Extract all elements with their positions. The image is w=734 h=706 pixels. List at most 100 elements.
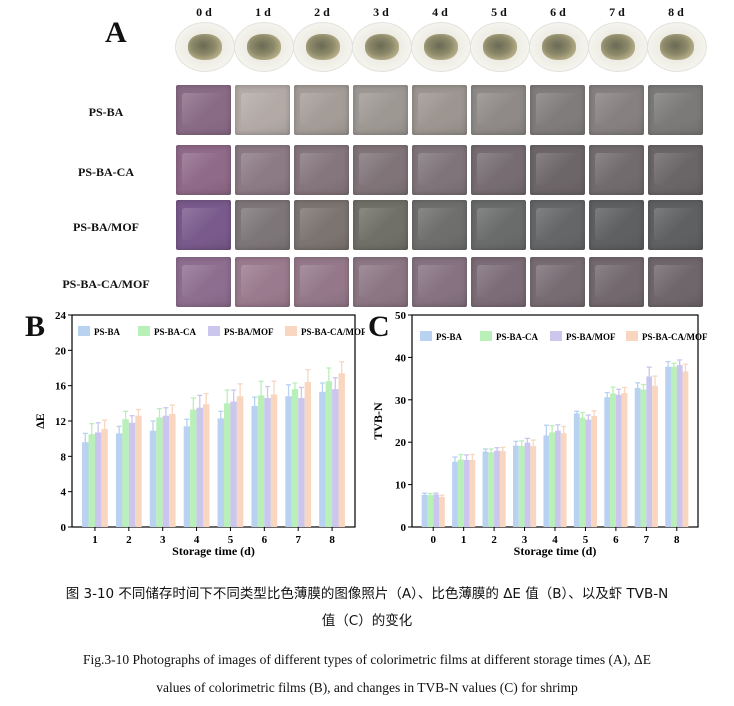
y-tick-label: 20 bbox=[55, 345, 67, 357]
film-photo bbox=[648, 257, 703, 307]
bar bbox=[652, 385, 658, 527]
film-photo bbox=[530, 85, 585, 135]
film-photo bbox=[353, 85, 408, 135]
film-photo bbox=[530, 200, 585, 250]
x-tick-label: 2 bbox=[491, 534, 497, 546]
bar bbox=[332, 389, 339, 527]
y-tick-label: 50 bbox=[395, 310, 407, 322]
legend-swatch bbox=[208, 326, 220, 336]
film-photo bbox=[589, 85, 644, 135]
bar bbox=[640, 389, 647, 527]
bar bbox=[88, 434, 95, 527]
x-tick-label: 4 bbox=[194, 534, 200, 546]
film-photo bbox=[235, 85, 290, 135]
legend-swatch bbox=[138, 326, 150, 336]
shrimp-image bbox=[306, 34, 340, 60]
bar bbox=[196, 407, 203, 527]
legend-swatch bbox=[78, 326, 90, 336]
day-label: 8 d bbox=[668, 5, 684, 19]
bar bbox=[524, 442, 531, 527]
plot-frame bbox=[71, 314, 356, 528]
film-photo bbox=[294, 200, 349, 250]
legend-label: PS-BA/MOF bbox=[224, 327, 274, 337]
bar bbox=[634, 387, 641, 527]
bar bbox=[135, 415, 142, 527]
bar bbox=[555, 430, 561, 527]
bar bbox=[101, 428, 108, 527]
bar bbox=[236, 396, 244, 527]
legend-label: PS-BA-CA bbox=[496, 332, 538, 342]
bar bbox=[457, 459, 464, 527]
shrimp-photo bbox=[352, 22, 412, 72]
shrimp-image bbox=[365, 34, 399, 60]
bar bbox=[463, 460, 470, 527]
x-tick-label: 7 bbox=[644, 534, 650, 546]
x-tick-label: 1 bbox=[461, 534, 467, 546]
film-photo bbox=[589, 257, 644, 307]
bar bbox=[319, 391, 326, 527]
y-tick-label: 24 bbox=[55, 310, 67, 322]
bar bbox=[488, 452, 495, 527]
bar bbox=[530, 446, 537, 527]
film-photo bbox=[648, 200, 703, 250]
film-photo bbox=[648, 85, 703, 135]
day-label: 6 d bbox=[550, 5, 566, 19]
film-row-label: PS-BA-CA bbox=[78, 165, 134, 179]
shrimp-image bbox=[483, 34, 517, 60]
film-photo bbox=[235, 145, 290, 195]
bar bbox=[224, 403, 231, 527]
day-label: 2 d bbox=[314, 5, 330, 19]
bar bbox=[604, 397, 611, 527]
film-photo bbox=[471, 257, 526, 307]
legend-swatch bbox=[285, 326, 297, 336]
bar bbox=[646, 376, 653, 527]
bar bbox=[183, 426, 191, 527]
panel-c-letter: C bbox=[368, 310, 390, 343]
bar bbox=[615, 394, 622, 527]
bar bbox=[560, 433, 567, 527]
x-tick-label: 3 bbox=[160, 534, 166, 546]
bar bbox=[128, 422, 136, 527]
bar bbox=[251, 405, 258, 527]
film-photo bbox=[176, 200, 231, 250]
bar bbox=[82, 442, 89, 527]
film-row-label: PS-BA/MOF bbox=[73, 220, 139, 234]
bar bbox=[264, 398, 271, 527]
y-tick-label: 16 bbox=[55, 381, 67, 393]
shrimp-photo bbox=[588, 22, 648, 72]
bar bbox=[427, 495, 434, 527]
bar bbox=[469, 460, 476, 527]
film-row-label: PS-BA-CA/MOF bbox=[62, 277, 150, 291]
x-tick-label: 2 bbox=[126, 534, 132, 546]
y-tick-label: 30 bbox=[395, 395, 407, 407]
film-photo bbox=[353, 145, 408, 195]
y-tick-label: 12 bbox=[55, 416, 67, 428]
bar bbox=[676, 365, 683, 527]
caption-en-line1: Fig.3-10 Photographs of images of differ… bbox=[83, 652, 651, 667]
film-photo bbox=[530, 145, 585, 195]
y-axis-label: ΔE bbox=[33, 413, 47, 429]
shrimp-photo bbox=[293, 22, 353, 72]
film-photo bbox=[294, 257, 349, 307]
bar bbox=[298, 398, 305, 527]
shrimp-image bbox=[542, 34, 576, 60]
x-tick-label: 0 bbox=[430, 534, 436, 546]
bar bbox=[94, 432, 102, 527]
bar bbox=[579, 417, 586, 527]
bar bbox=[122, 419, 129, 527]
y-tick-label: 8 bbox=[61, 451, 67, 463]
film-row-label: PS-BA bbox=[88, 105, 124, 119]
shrimp-image bbox=[660, 34, 694, 60]
x-tick-label: 5 bbox=[228, 534, 234, 546]
bar bbox=[325, 381, 333, 527]
y-tick-label: 4 bbox=[61, 487, 67, 499]
legend-label: PS-BA bbox=[94, 327, 121, 337]
film-photo bbox=[589, 200, 644, 250]
shrimp-photo bbox=[175, 22, 235, 72]
bar bbox=[202, 404, 210, 527]
legend-swatch bbox=[420, 331, 432, 341]
shrimp-image bbox=[424, 34, 458, 60]
y-tick-label: 10 bbox=[395, 480, 407, 492]
shrimp-image bbox=[601, 34, 635, 60]
